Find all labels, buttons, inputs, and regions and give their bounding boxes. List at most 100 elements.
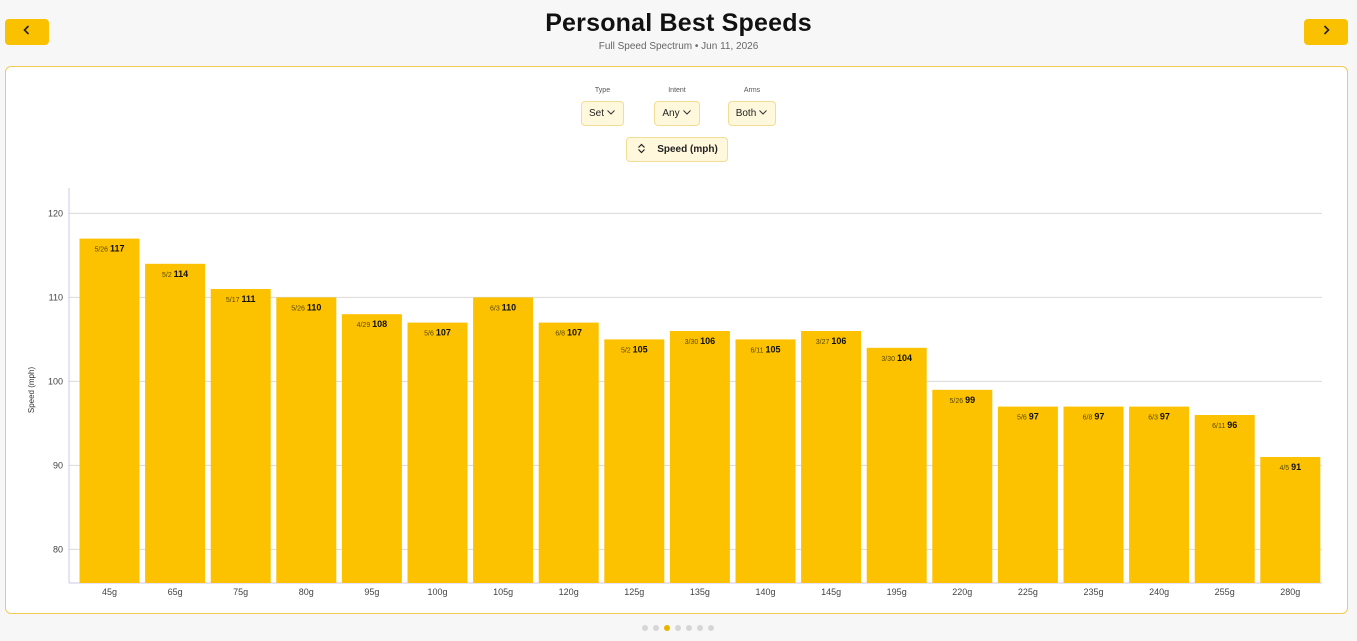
- page-title: Personal Best Speeds: [545, 9, 812, 37]
- x-tick-label: 240g: [1149, 587, 1169, 597]
- bar-date-label: 5/2: [621, 347, 633, 354]
- bar-date-label: 5/6: [424, 331, 436, 338]
- metric-sort-button[interactable]: Speed (mph): [626, 137, 728, 162]
- bar-data-label: 6/8 107: [555, 328, 582, 338]
- intent-select[interactable]: Any: [654, 101, 700, 126]
- bar-data-label: 5/2 114: [162, 269, 188, 279]
- bar: [801, 331, 862, 583]
- x-tick-label: 135g: [690, 587, 710, 597]
- y-axis-label: Speed (mph): [27, 367, 36, 414]
- bar: [997, 406, 1058, 583]
- intent-filter-label: Intent: [668, 87, 686, 94]
- sort-icon: [636, 143, 647, 157]
- x-tick-label: 195g: [887, 587, 907, 597]
- type-filter-label: Type: [594, 87, 611, 94]
- bar: [145, 263, 206, 583]
- pagination-dots: [642, 625, 714, 631]
- intent-select-value: Any: [662, 108, 680, 119]
- bar-date-label: 6/3: [1148, 415, 1160, 422]
- bar-value-label: 108: [372, 319, 387, 329]
- x-tick-label: 65g: [168, 587, 183, 597]
- bar-value-label: 105: [633, 344, 648, 354]
- bar: [1129, 406, 1190, 583]
- x-tick-label: 225g: [1018, 587, 1038, 597]
- bar: [735, 339, 796, 583]
- x-tick-label: 95g: [364, 587, 379, 597]
- bar: [473, 297, 534, 583]
- pagination-dot[interactable]: [697, 625, 703, 631]
- x-tick-label: 220g: [952, 587, 972, 597]
- bar-date-label: 5/6: [1017, 415, 1029, 422]
- bar-date-label: 5/17: [226, 297, 242, 304]
- bar-data-label: 5/6 107: [424, 328, 451, 338]
- bar-data-label: 5/26 99: [950, 395, 976, 405]
- bar-value-label: 107: [436, 328, 451, 338]
- x-tick-label: 140g: [755, 587, 775, 597]
- bar-data-label: 6/3 97: [1148, 412, 1170, 422]
- pagination-dot[interactable]: [686, 625, 692, 631]
- pagination-dot[interactable]: [642, 625, 648, 631]
- arms-select[interactable]: Both: [728, 101, 776, 126]
- pagination-dot[interactable]: [653, 625, 659, 631]
- bar-date-label: 6/8: [1083, 415, 1095, 422]
- bar: [341, 314, 402, 583]
- x-tick-label: 45g: [102, 587, 117, 597]
- pagination-dot[interactable]: [708, 625, 714, 631]
- x-tick-label: 120g: [559, 587, 579, 597]
- bar-date-label: 3/30: [881, 356, 897, 363]
- bar-value-label: 114: [174, 269, 189, 279]
- bar: [1260, 457, 1321, 583]
- x-tick-label: 255g: [1215, 587, 1235, 597]
- bar-date-label: 4/5: [1279, 465, 1291, 472]
- bar: [210, 289, 271, 583]
- bar: [604, 339, 665, 583]
- bar-data-label: 6/11 105: [750, 344, 780, 354]
- next-button[interactable]: [1304, 19, 1348, 45]
- y-tick-label: 100: [48, 376, 63, 386]
- bar-value-label: 106: [700, 336, 715, 346]
- metric-label: Speed (mph): [657, 144, 718, 155]
- pagination-dot[interactable]: [675, 625, 681, 631]
- bar-value-label: 96: [1227, 420, 1237, 430]
- bar-data-label: 5/26 110: [291, 302, 321, 312]
- pagination-dot[interactable]: [664, 625, 670, 631]
- bar: [669, 331, 730, 583]
- previous-button[interactable]: [5, 19, 49, 45]
- page-subtitle: Full Speed Spectrum • Jun 11, 2026: [598, 41, 759, 52]
- chevron-down-icon: [758, 107, 768, 120]
- bar-value-label: 97: [1029, 412, 1039, 422]
- chevron-left-icon: [21, 23, 33, 41]
- chevron-down-icon: [682, 107, 692, 120]
- x-tick-label: 235g: [1083, 587, 1103, 597]
- type-select[interactable]: Set: [581, 101, 624, 126]
- bar-value-label: 91: [1291, 462, 1301, 472]
- bar-value-label: 99: [965, 395, 975, 405]
- bar-value-label: 106: [831, 336, 846, 346]
- bar: [276, 297, 337, 583]
- x-tick-label: 80g: [299, 587, 314, 597]
- bar-value-label: 97: [1094, 412, 1104, 422]
- y-tick-label: 110: [49, 292, 63, 302]
- arms-filter-label: Arms: [743, 87, 761, 94]
- bar-data-label: 5/17 111: [226, 294, 256, 304]
- bar-data-label: 5/26 117: [94, 244, 124, 254]
- bar-value-label: 107: [567, 328, 582, 338]
- y-tick-label: 80: [53, 544, 63, 554]
- bar: [538, 322, 599, 583]
- bar-data-label: 3/30 106: [685, 336, 716, 346]
- bar: [1063, 406, 1124, 583]
- bar-date-label: 5/26: [94, 247, 110, 254]
- bar-value-label: 111: [241, 294, 255, 304]
- y-tick-label: 120: [48, 208, 63, 218]
- bar-date-label: 3/30: [685, 339, 701, 346]
- bar-data-label: 3/27 106: [816, 336, 847, 346]
- bar-date-label: 5/2: [162, 272, 174, 279]
- bar: [932, 389, 993, 583]
- bar-date-label: 6/8: [555, 331, 567, 338]
- bar: [79, 238, 140, 583]
- x-tick-label: 75g: [233, 587, 248, 597]
- bar-data-label: 5/2 105: [621, 344, 648, 354]
- bar-date-label: 6/11: [1212, 423, 1227, 430]
- bar-date-label: 6/11: [750, 347, 765, 354]
